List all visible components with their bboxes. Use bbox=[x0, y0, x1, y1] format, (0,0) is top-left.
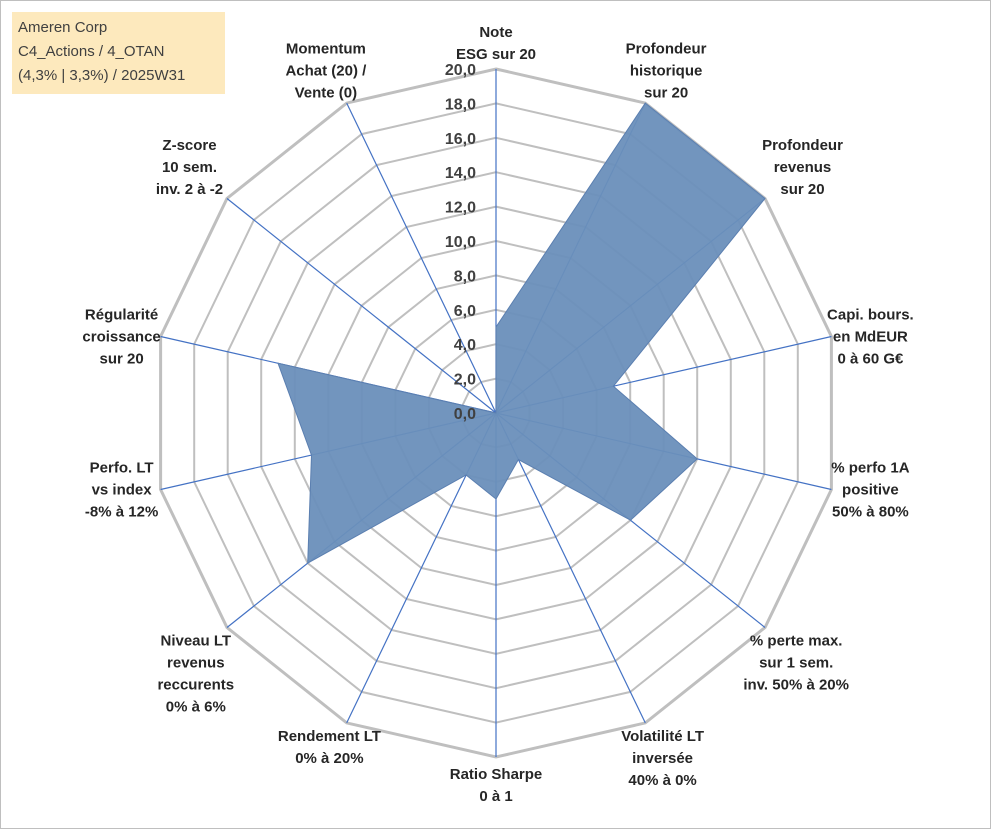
axis-spoke-13 bbox=[346, 102, 497, 414]
axis-label-5: % perte max. sur 1 sem. inv. 50% à 20% bbox=[743, 633, 849, 694]
radar-series bbox=[277, 102, 766, 564]
axis-labels: Note ESG sur 20 Profondeur historique sur 20… bbox=[82, 24, 913, 805]
axis-label-6: Volatilité LT inversée 40% à 0% bbox=[621, 728, 704, 789]
axis-label-3: Capi. bours. en MdEUR 0 à 60 G€ bbox=[827, 307, 914, 368]
axis-label-13: Momentum Achat (20) / Vente (0) bbox=[285, 41, 367, 102]
category-line: C4_Actions / 4_OTAN bbox=[18, 43, 165, 60]
info-box: Ameren Corp C4_Actions / 4_OTAN (4,3% | … bbox=[12, 12, 225, 94]
tick-label-7: 14,0 bbox=[445, 165, 476, 182]
company-name: Ameren Corp bbox=[18, 19, 108, 36]
axis-label-1: Profondeur historique sur 20 bbox=[626, 41, 707, 102]
axis-label-7: Ratio Sharpe 0 à 1 bbox=[450, 766, 543, 805]
tick-label-6: 12,0 bbox=[445, 200, 476, 217]
axis-label-10: Perfo. LT vs index -8% à 12% bbox=[85, 460, 158, 521]
tick-label-0: 0,0 bbox=[454, 406, 476, 423]
axis-label-9: Niveau LT revenus reccurents 0% à 6% bbox=[157, 633, 234, 716]
axis-label-12: Z-score 10 sem. inv. 2 à -2 bbox=[156, 137, 223, 198]
series-area-0 bbox=[277, 102, 766, 564]
tick-label-4: 8,0 bbox=[454, 268, 476, 285]
tick-label-5: 10,0 bbox=[445, 234, 476, 251]
axis-spoke-6 bbox=[495, 412, 646, 724]
tick-label-2: 4,0 bbox=[454, 337, 476, 354]
tick-label-8: 16,0 bbox=[445, 131, 476, 148]
axis-spoke-12 bbox=[226, 198, 497, 414]
radial-tick-labels: 0,0 2,0 4,0 6,0 8,0 10,0 12,0 14,0 16,0 18,0 20,0 bbox=[445, 62, 476, 423]
axis-label-11: Régularité croissance sur 20 bbox=[82, 307, 160, 368]
tick-label-1: 2,0 bbox=[454, 372, 476, 389]
axis-label-0: Note ESG sur 20 bbox=[456, 24, 536, 63]
tick-label-10: 20,0 bbox=[445, 62, 476, 79]
axis-label-4: % perfo 1A positive 50% à 80% bbox=[831, 460, 910, 521]
axis-label-2: Profondeur revenus sur 20 bbox=[762, 137, 843, 198]
tick-label-9: 18,0 bbox=[445, 96, 476, 113]
stats-line: (4,3% | 3,3%) / 2025W31 bbox=[18, 67, 186, 84]
axis-label-8: Rendement LT 0% à 20% bbox=[278, 728, 381, 767]
tick-label-3: 6,0 bbox=[454, 303, 476, 320]
